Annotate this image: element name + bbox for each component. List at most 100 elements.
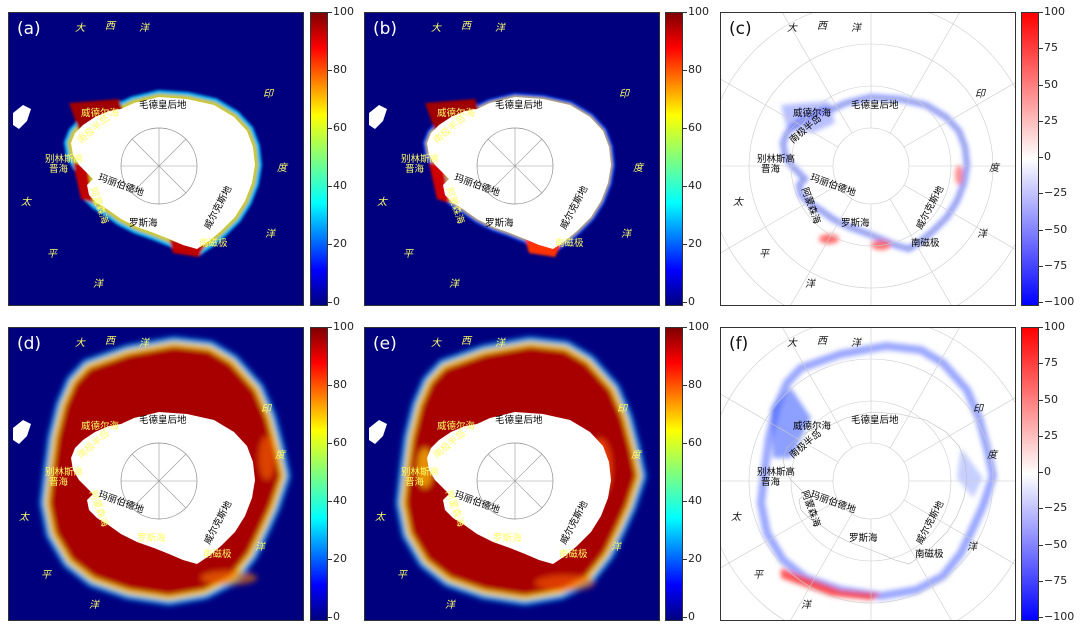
- colorbar-ticks-b: 100 80 60 40 20 0: [683, 6, 728, 308]
- ocean-label-atlantic: 大: [787, 338, 797, 349]
- colorbar-ticks-c: 100 75 50 25 0 −25 −50 −75 −100: [1038, 6, 1080, 308]
- colorbar-tick: 60: [683, 436, 702, 449]
- label-weddell-sea: 威德尔海: [793, 421, 832, 432]
- ocean-label-pacific: 平: [753, 570, 763, 581]
- colorbar-tick: 100: [328, 320, 354, 333]
- panel-label: (f): [729, 334, 749, 354]
- label-weddell-sea: 威德尔海: [793, 108, 832, 119]
- ocean-label-indian: 洋: [255, 542, 265, 553]
- ocean-label-pacific: 洋: [93, 279, 103, 290]
- ocean-label-indian: 度: [987, 450, 997, 461]
- label-ross-sea: 罗斯海: [841, 218, 870, 229]
- label-bellingshausen-b: 晋海: [49, 477, 69, 488]
- colorbar-tick: 100: [683, 320, 709, 333]
- label-weddell-sea: 威德尔海: [81, 108, 120, 119]
- label-weddell-sea: 威德尔海: [437, 108, 476, 119]
- colorbar-tick: −75: [1038, 573, 1068, 587]
- ocean-label-pacific: 洋: [445, 600, 455, 611]
- colorbar-tick: 0: [1039, 150, 1051, 163]
- ocean-label-indian: 度: [989, 163, 999, 174]
- label-maud-land: 毛德皇后地: [495, 100, 543, 111]
- colorbar-tick: 60: [328, 436, 347, 449]
- panel-label: (a): [17, 19, 41, 39]
- ocean-label-atlantic: 西: [461, 336, 471, 347]
- colorbar-c: [1021, 12, 1039, 306]
- colorbar-tick: 25: [1039, 428, 1058, 442]
- colorbar-tick: 0: [1039, 465, 1051, 478]
- ocean-label-pacific: 平: [41, 570, 51, 581]
- ocean-label-atlantic: 洋: [495, 338, 505, 349]
- panel-label: (e): [373, 334, 397, 354]
- label-maud-land: 毛德皇后地: [851, 100, 899, 111]
- label-bellingshausen-b: 晋海: [405, 477, 425, 488]
- colorbar-ticks-e: 100 80 60 40 20 0: [683, 321, 728, 623]
- label-ross-sea: 罗斯海: [493, 533, 522, 544]
- label-maud-land: 毛德皇后地: [139, 415, 187, 426]
- colorbar-tick: 80: [683, 63, 702, 76]
- ocean-label-indian: 印: [973, 404, 983, 415]
- label-ross-sea: 罗斯海: [129, 218, 158, 229]
- ocean-label-indian: 度: [275, 450, 285, 461]
- map-panel-b: (b) 大西洋印度洋太平洋毛德皇后地 威德尔海 南极半岛 别林斯高 晋海 玛丽伯德地 阿蒙森海…: [364, 12, 660, 306]
- colorbar-tick: 40: [683, 179, 702, 192]
- ocean-label-pacific: 平: [397, 570, 407, 581]
- map-panel-c: (c) 大西洋印度洋太平洋毛德皇后地 威德尔海 南极半岛 别林斯高 晋海 玛丽伯德地 阿蒙森海…: [720, 12, 1016, 306]
- colorbar-tick: 40: [328, 179, 347, 192]
- colorbar-tick: −100: [1038, 610, 1075, 623]
- label-bellingshausen-a: 别林斯高: [401, 467, 440, 478]
- ocean-label-indian: 度: [631, 450, 641, 461]
- map-panel-d: (d) 大西洋印度洋太平洋毛德皇后地 威德尔海 南极半岛 别林斯高 晋海 玛丽伯德地 阿蒙森海…: [8, 327, 304, 621]
- colorbar-tick: 100: [328, 5, 354, 18]
- colorbar-tick: −50: [1038, 537, 1068, 551]
- ocean-label-indian: 洋: [621, 229, 631, 240]
- label-ross-sea: 罗斯海: [849, 533, 878, 544]
- ocean-label-indian: 印: [263, 89, 273, 100]
- label-south-magnetic-pole: 南磁极: [559, 549, 588, 560]
- label-bellingshausen-b: 晋海: [49, 164, 69, 175]
- ocean-label-indian: 洋: [611, 542, 621, 553]
- label-ross-sea: 罗斯海: [137, 533, 166, 544]
- colorbar-tick: 25: [1039, 113, 1058, 127]
- label-bellingshausen-a: 别林斯高: [757, 467, 796, 478]
- ocean-label-pacific: 洋: [449, 279, 459, 290]
- colorbar-tick: 75: [1039, 41, 1058, 55]
- ocean-label-pacific: 洋: [89, 600, 99, 611]
- colorbar-b: [665, 12, 683, 306]
- label-bellingshausen-b: 晋海: [405, 164, 425, 175]
- colorbar-ticks-a: 100 80 60 40 20 0: [328, 6, 373, 308]
- ocean-label-indian: 印: [975, 89, 985, 100]
- ocean-label-atlantic: 大: [75, 338, 85, 349]
- colorbar-tick: 0: [328, 295, 340, 308]
- ocean-label-indian: 洋: [967, 542, 977, 553]
- colorbar-a: [310, 12, 328, 306]
- colorbar-tick: 100: [683, 5, 709, 18]
- label-south-magnetic-pole: 南磁极: [911, 238, 940, 249]
- ocean-label-atlantic: 西: [461, 21, 471, 32]
- map-b: [365, 13, 659, 305]
- ocean-label-indian: 度: [633, 163, 643, 174]
- colorbar-tick: −100: [1038, 295, 1075, 308]
- ocean-label-atlantic: 大: [431, 338, 441, 349]
- ocean-label-atlantic: 大: [431, 23, 441, 34]
- label-maud-land: 毛德皇后地: [495, 415, 543, 426]
- colorbar-tick: −75: [1038, 258, 1068, 272]
- colorbar-tick: 100: [1039, 320, 1065, 333]
- map-panel-a: (a) 大西洋印度洋太平洋毛德皇后地 威德尔海 南极半岛 别林斯高 晋海 玛丽伯德地 阿蒙森海…: [8, 12, 304, 306]
- label-bellingshausen-a: 别林斯高: [757, 154, 796, 165]
- ocean-label-atlantic: 大: [787, 23, 797, 34]
- ocean-label-pacific: 平: [403, 249, 413, 260]
- colorbar-tick: 50: [1039, 392, 1058, 406]
- label-weddell-sea: 威德尔海: [437, 421, 476, 432]
- ocean-label-indian: 印: [619, 89, 629, 100]
- map-f: [721, 328, 1015, 620]
- ocean-label-pacific: 太: [19, 512, 29, 523]
- colorbar-tick: 80: [683, 378, 702, 391]
- colorbar-tick: −25: [1038, 501, 1068, 515]
- ocean-label-atlantic: 西: [105, 336, 115, 347]
- ocean-label-indian: 洋: [977, 229, 987, 240]
- colorbar-tick: 60: [328, 121, 347, 134]
- colorbar-ticks-f: 100 75 50 25 0 −25 −50 −75 −100: [1038, 321, 1080, 623]
- label-maud-land: 毛德皇后地: [139, 100, 187, 111]
- colorbar-tick: 80: [328, 378, 347, 391]
- panel-label: (d): [17, 334, 42, 354]
